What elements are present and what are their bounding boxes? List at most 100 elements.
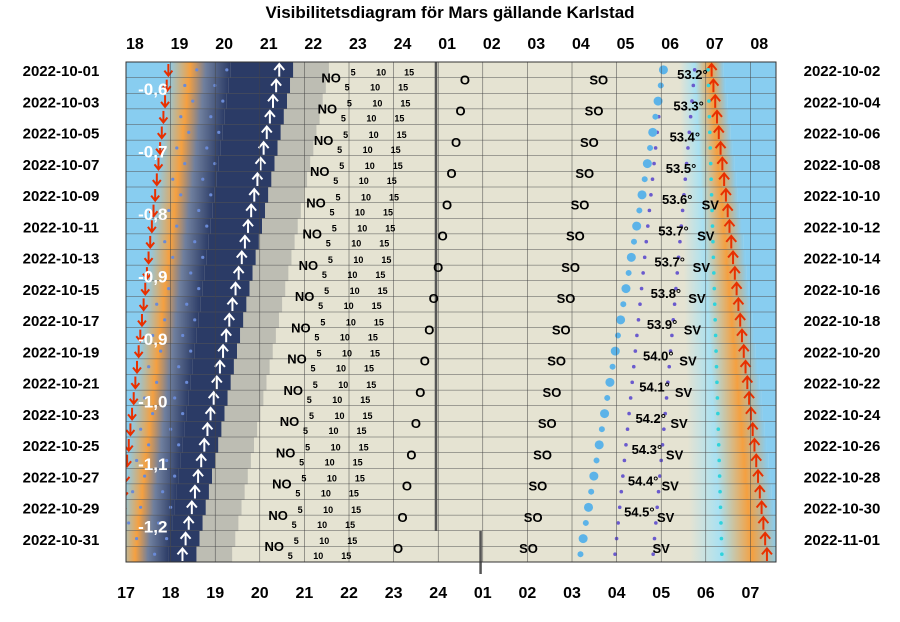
sunrise-arrow	[748, 437, 761, 452]
mars-low-zone	[277, 140, 314, 157]
minute-label: 10	[342, 349, 352, 359]
sunset-arrow	[150, 189, 160, 203]
daylight-morning	[748, 280, 776, 297]
sunset-arrow	[142, 267, 152, 281]
direction-label-o: O	[424, 322, 434, 337]
hour-dot	[177, 443, 181, 447]
minute-label: 15	[372, 301, 382, 311]
hour-dot	[155, 302, 159, 306]
twilight-evening	[141, 312, 199, 329]
mars-rise-arrow	[264, 109, 276, 124]
mars-low-zone	[271, 171, 308, 188]
daylight-evening	[126, 233, 151, 250]
daylight-evening	[126, 312, 142, 329]
azimuth-dot	[658, 474, 662, 478]
mars-low-zone	[274, 155, 311, 172]
mars-rise-arrow	[270, 78, 282, 93]
minute-label: 5	[320, 317, 325, 327]
twilight-dot	[712, 286, 717, 291]
minute-label: 10	[325, 457, 335, 467]
direction-label-sv: SV	[684, 322, 702, 337]
daylight-evening	[126, 249, 149, 266]
hour-dot	[159, 349, 163, 353]
transit-dot	[593, 457, 600, 464]
mars-low-zone	[208, 483, 245, 500]
sunrise-arrow	[718, 171, 730, 186]
transit-dot	[621, 284, 631, 294]
daylight-evening	[126, 358, 138, 375]
azimuth-dot	[627, 411, 631, 416]
transit-dot	[594, 440, 604, 450]
date-label-right: 2022-10-06	[804, 126, 881, 143]
hour-dot	[177, 365, 181, 369]
night-before-rise	[208, 233, 259, 250]
twilight-dot	[716, 411, 720, 416]
minute-label: 15	[349, 489, 359, 499]
night-before-rise	[206, 249, 256, 266]
direction-label-no: NO	[280, 414, 300, 429]
transit-dot	[609, 363, 616, 370]
minute-label: 15	[393, 161, 403, 171]
night-before-rise	[196, 327, 241, 344]
sunset-arrow	[115, 533, 123, 545]
azimuth-dot	[691, 83, 696, 88]
max-altitude-label: 54.5°	[624, 505, 655, 520]
date-label-right: 2022-10-08	[804, 157, 881, 174]
azimuth-dot	[649, 193, 653, 197]
max-altitude-label: 54.0°	[643, 348, 674, 363]
daylight-evening	[126, 124, 162, 141]
minute-label: 10	[334, 411, 344, 421]
hour-label-top: 24	[394, 36, 412, 53]
mars-low-zone	[212, 468, 248, 485]
hour-label-top: 19	[171, 36, 189, 53]
direction-label-so: SO	[528, 479, 547, 494]
minute-label: 5	[298, 505, 303, 515]
mars-rise-arrow	[192, 468, 204, 483]
sunrise-arrow	[716, 156, 729, 171]
minute-label: 15	[397, 130, 407, 140]
azimuth-dot	[639, 286, 644, 291]
minute-label: 10	[353, 255, 363, 265]
max-altitude-label: 53.8°	[651, 286, 682, 301]
sunrise-arrow	[714, 140, 727, 155]
hour-label-bottom: 22	[340, 585, 358, 602]
minute-label: 5	[303, 426, 308, 436]
mars-low-zone	[233, 358, 270, 375]
minute-label: 5	[337, 145, 342, 155]
twilight-evening	[150, 233, 209, 250]
azimuth-dot	[687, 130, 692, 135]
azimuth-dot	[638, 302, 642, 306]
direction-label-o: O	[447, 166, 457, 181]
twilight-dot	[710, 208, 714, 213]
azimuth-dot	[636, 318, 641, 322]
mars-rise-arrow	[273, 62, 286, 77]
sunrise-arrow	[721, 203, 734, 218]
sunset-arrow	[133, 345, 144, 359]
hour-label-bottom: 03	[563, 585, 581, 602]
transit-dot	[598, 426, 605, 433]
date-label-left: 2022-10-01	[23, 63, 100, 80]
azimuth-dot	[631, 364, 636, 369]
date-label-left: 2022-10-03	[23, 94, 100, 111]
twilight-dot	[713, 318, 717, 322]
direction-label-o: O	[460, 72, 470, 87]
direction-label-no: NO	[314, 133, 334, 148]
azimuth-dot	[666, 380, 670, 385]
twilight-dot	[715, 380, 719, 385]
mars-rise-arrow	[245, 203, 257, 218]
max-altitude-label: 53.2°	[677, 67, 708, 82]
minute-label: 15	[362, 411, 372, 421]
direction-label-no: NO	[295, 289, 315, 304]
direction-label-sv: SV	[657, 510, 675, 525]
daylight-morning	[770, 468, 776, 485]
mars-rise-arrow	[220, 328, 232, 343]
twilight-morning	[687, 421, 765, 438]
twilight-dot	[708, 161, 713, 166]
transit-dot	[625, 269, 632, 276]
twilight-evening	[132, 405, 187, 422]
date-label-right: 2022-11-01	[804, 532, 880, 549]
minute-label: 5	[341, 114, 346, 124]
mars-rise-arrow	[189, 484, 201, 499]
minute-label: 10	[336, 364, 346, 374]
night-before-rise	[200, 296, 247, 313]
